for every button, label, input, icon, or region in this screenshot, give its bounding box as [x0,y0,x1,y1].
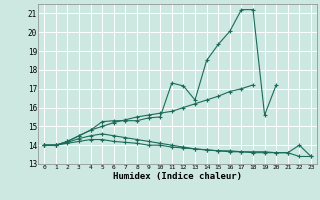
X-axis label: Humidex (Indice chaleur): Humidex (Indice chaleur) [113,172,242,181]
